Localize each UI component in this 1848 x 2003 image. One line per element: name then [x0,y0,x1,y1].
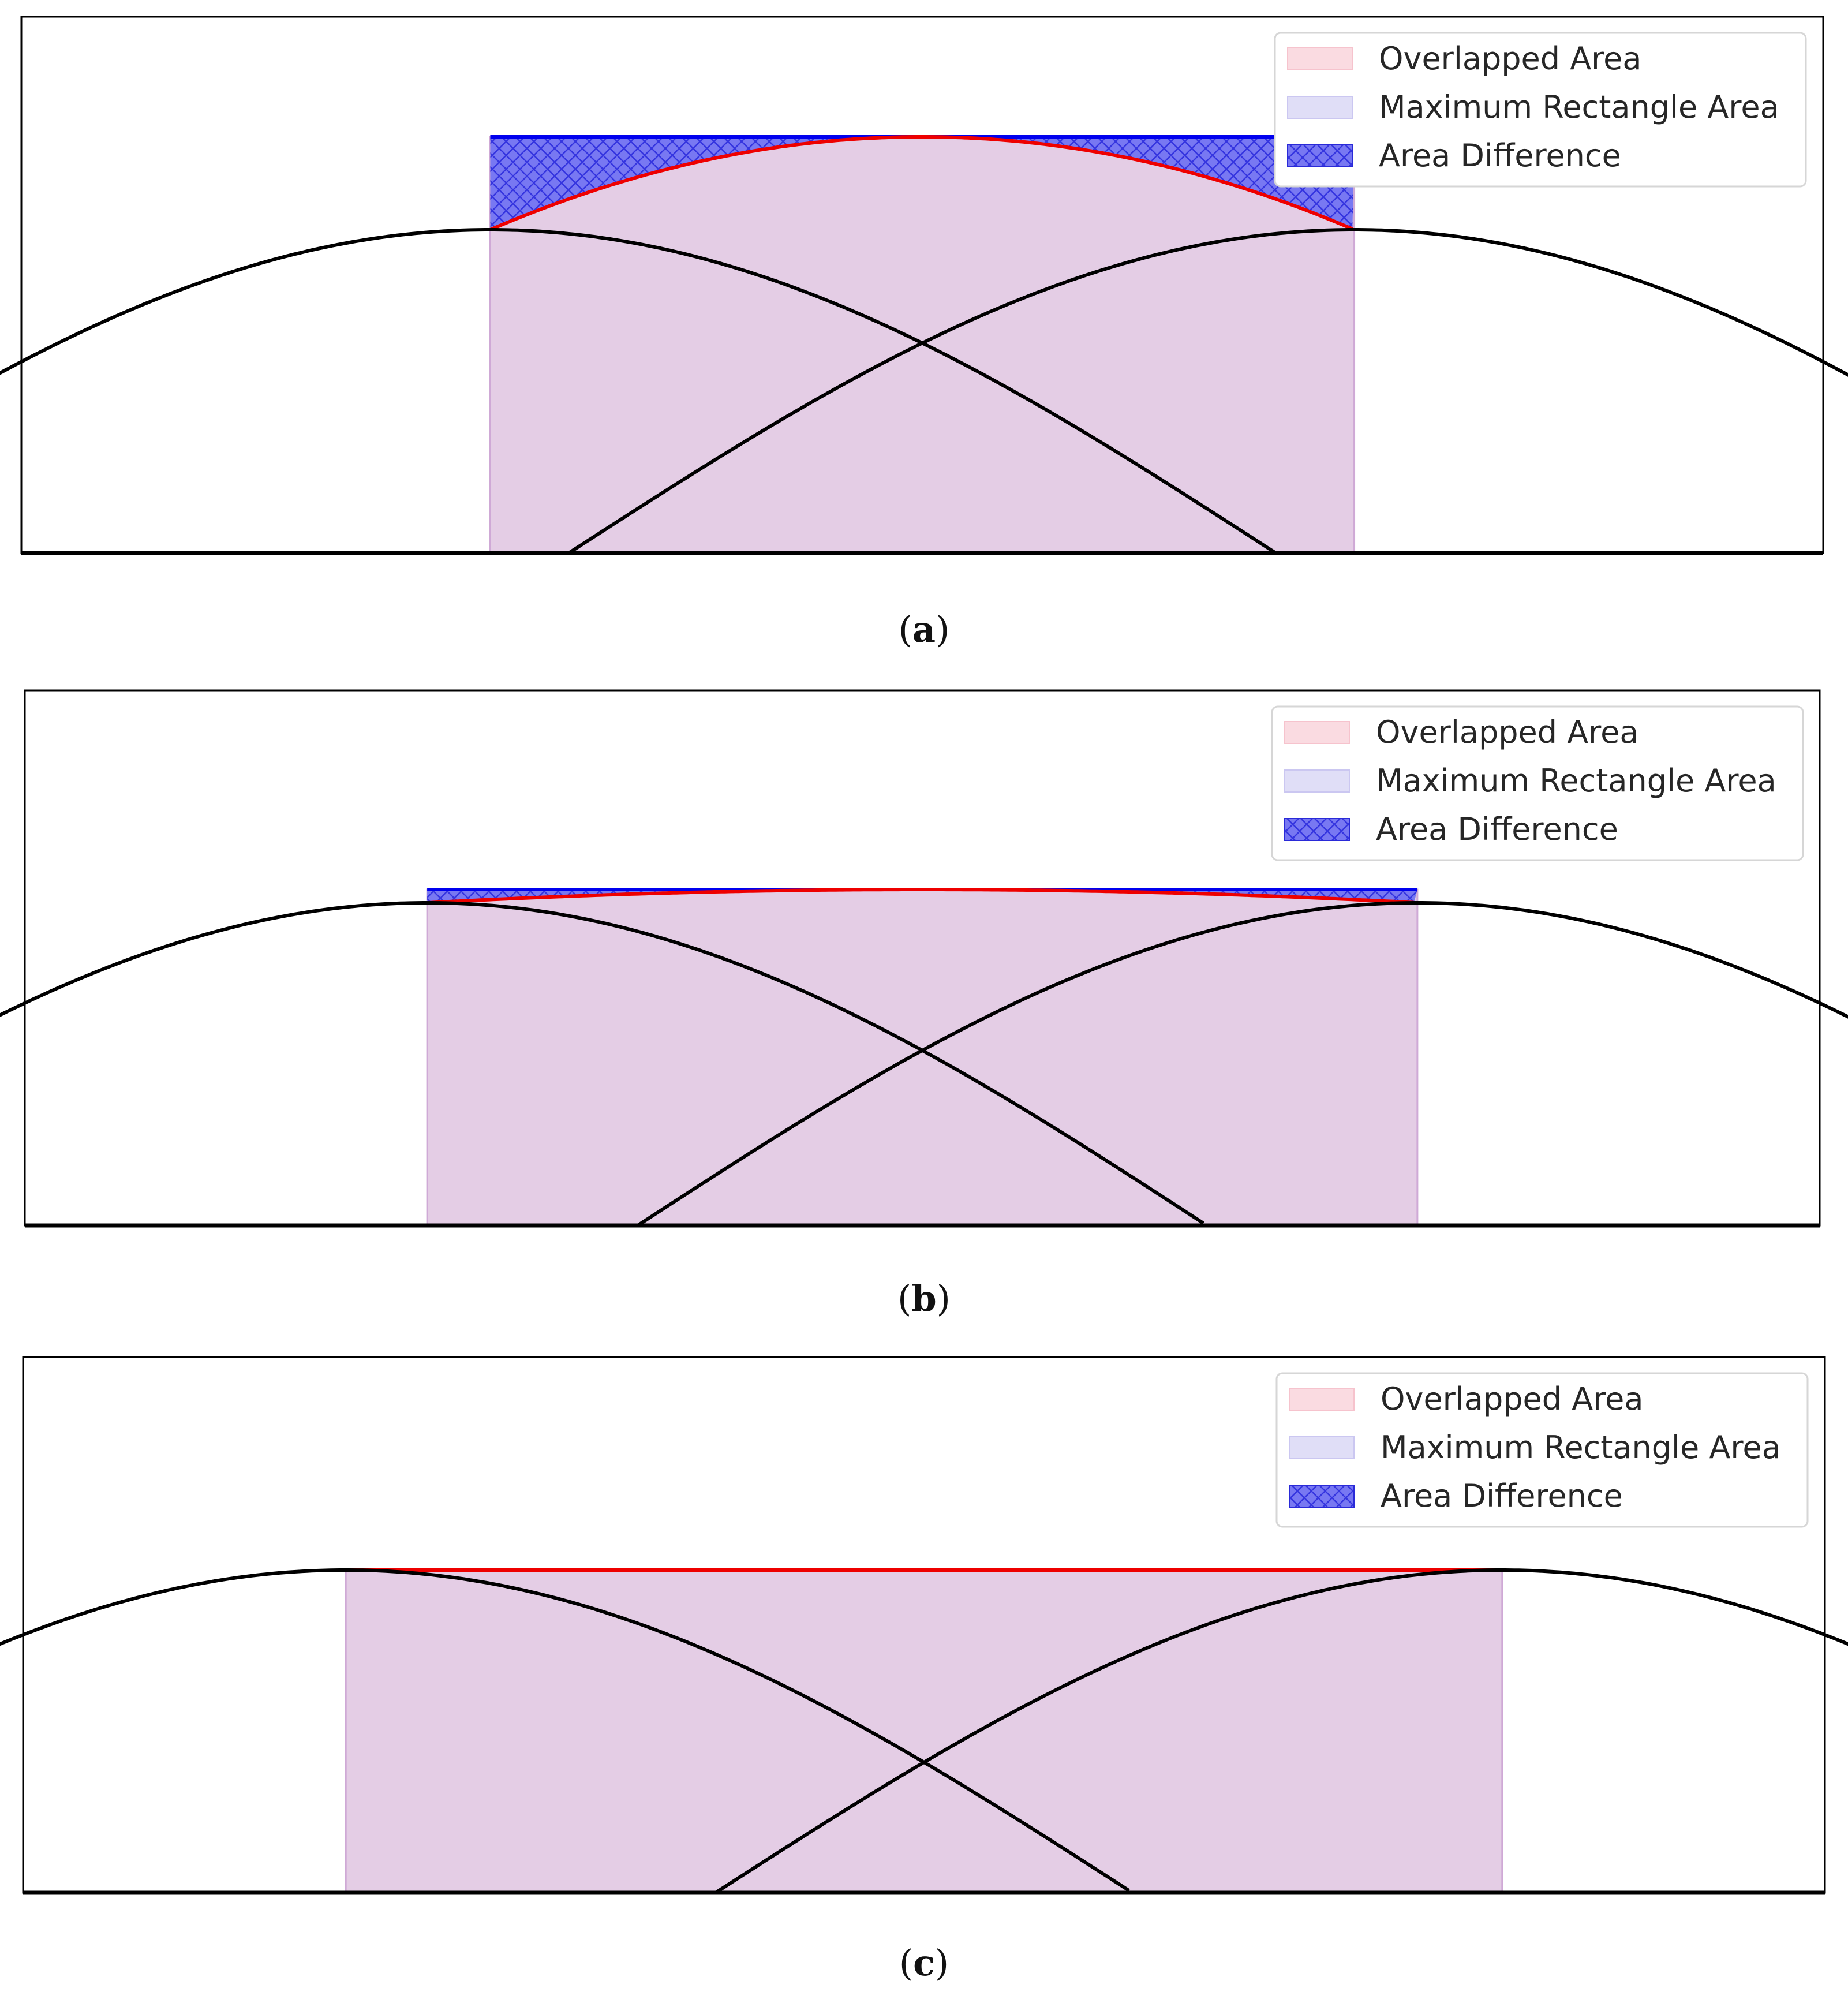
legend-rectangle-label: Maximum Rectangle Area [1376,763,1776,799]
legend: Overlapped Area Maximum Rectangle Area A… [1271,705,1804,861]
legend-overlap-label: Overlapped Area [1381,1381,1643,1417]
right-curve [567,228,1848,555]
legend-rectangle-swatch [1284,769,1350,793]
right-curve [714,1568,1848,1894]
legend-overlap-swatch [1289,1388,1355,1411]
legend-difference-label: Area Difference [1376,811,1618,847]
legend-overlap-swatch [1284,721,1350,744]
overlap-boundary-line [427,888,1415,905]
legend-box [1275,1372,1809,1528]
caption-c: (c) [899,1942,949,1984]
panel-a: Overlapped Area Maximum Rectangle Area A… [0,16,1848,555]
legend: Overlapped Area Maximum Rectangle Area A… [1275,1372,1809,1528]
legend-box [1274,32,1807,188]
legend-box [1271,705,1804,861]
caption-a: (a) [899,608,950,651]
legend-difference-swatch [1289,1485,1355,1508]
combined-area-rect [345,1569,1503,1894]
left-curve [0,901,1204,1225]
overlap-boundary-line [489,135,1353,231]
legend: Overlapped Area Maximum Rectangle Area A… [1274,32,1807,188]
legend-rectangle-label: Maximum Rectangle Area [1381,1429,1781,1466]
legend-overlap-label: Overlapped Area [1376,714,1638,750]
right-curve [637,901,1848,1227]
legend-difference-label: Area Difference [1381,1478,1623,1514]
legend-overlap-swatch [1287,47,1353,70]
legend-difference-label: Area Difference [1379,137,1621,174]
caption-b: (b) [897,1277,951,1320]
legend-difference-swatch [1287,144,1353,167]
legend-rectangle-swatch [1289,1436,1355,1459]
panel-c: Overlapped Area Maximum Rectangle Area A… [0,1356,1848,1895]
panel-b: Overlapped Area Maximum Rectangle Area A… [0,689,1848,1228]
legend-rectangle-swatch [1287,96,1353,119]
combined-area-rect [426,888,1419,1227]
legend-overlap-label: Overlapped Area [1379,40,1641,77]
left-curve [0,1568,1130,1892]
left-curve [0,228,1276,554]
legend-difference-swatch [1284,818,1350,841]
legend-rectangle-label: Maximum Rectangle Area [1379,89,1779,125]
